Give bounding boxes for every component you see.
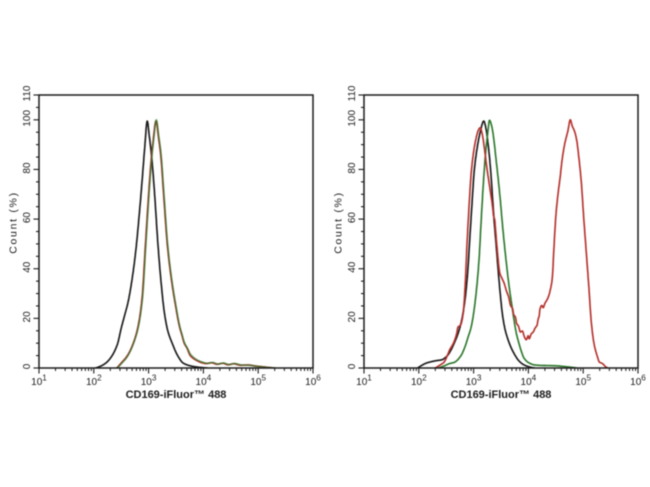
svg-text:80: 80 <box>347 162 358 174</box>
svg-text:40: 40 <box>347 261 358 273</box>
svg-text:Count (%): Count (%) <box>333 191 345 254</box>
svg-text:CD169-iFluor™ 488: CD169-iFluor™ 488 <box>451 389 552 401</box>
svg-text:60: 60 <box>347 212 358 224</box>
svg-text:110: 110 <box>22 85 33 101</box>
svg-text:CD169-iFluor™ 488: CD169-iFluor™ 488 <box>126 389 227 401</box>
svg-text:60: 60 <box>22 212 33 224</box>
svg-text:0: 0 <box>22 363 33 369</box>
svg-text:0: 0 <box>347 363 358 369</box>
svg-text:Count (%): Count (%) <box>8 191 20 254</box>
svg-text:20: 20 <box>22 311 33 323</box>
svg-text:20: 20 <box>347 311 358 323</box>
svg-text:100: 100 <box>22 110 33 127</box>
svg-text:100: 100 <box>347 110 358 127</box>
svg-text:80: 80 <box>22 162 33 174</box>
svg-text:110: 110 <box>347 85 358 101</box>
svg-text:40: 40 <box>22 261 33 273</box>
